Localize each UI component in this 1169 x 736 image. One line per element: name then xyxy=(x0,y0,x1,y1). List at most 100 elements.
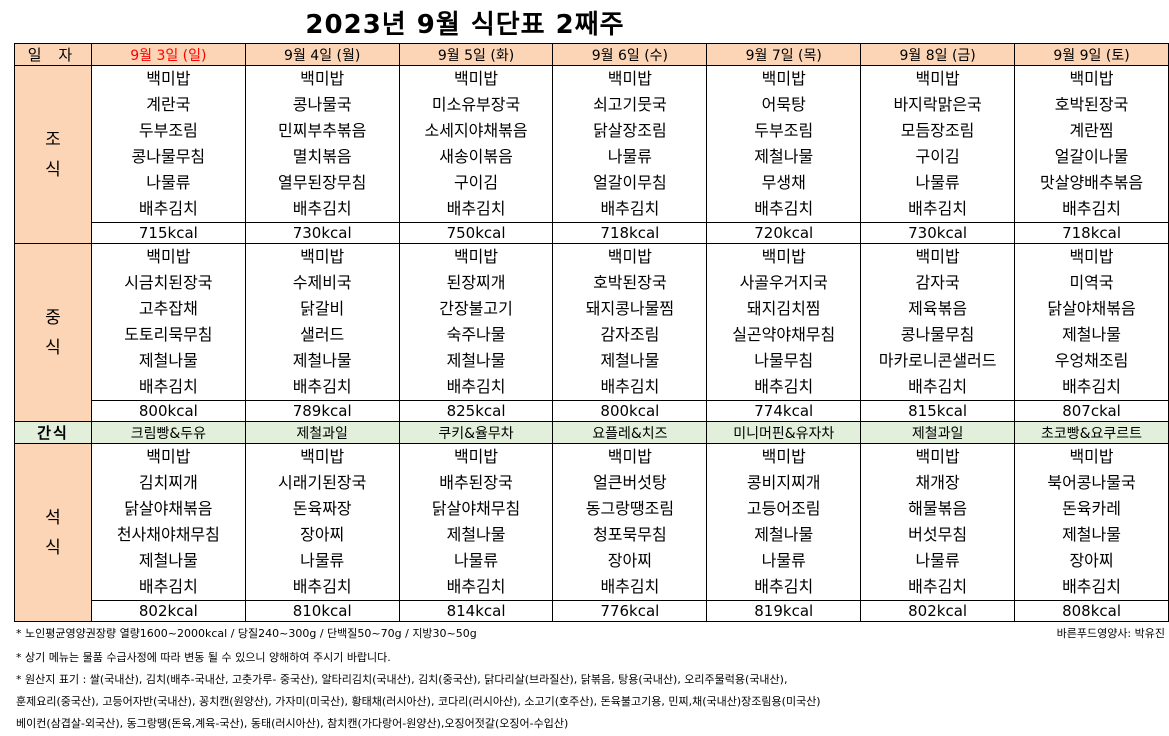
dish-item: 백미밥 xyxy=(1069,69,1114,88)
dish-item: 백미밥 xyxy=(1069,447,1114,466)
breakfast-kcal-cell: 720kcal xyxy=(706,222,862,244)
dish-item: 미역국 xyxy=(1069,273,1114,292)
dish-item: 맛살양배추볶음 xyxy=(1040,173,1144,192)
dish-item: 제철나물 xyxy=(754,525,814,544)
dish-item: 모듬장조림 xyxy=(900,121,975,140)
dinner-dishes-cell: 백미밥 얼큰버섯탕 동그랑땡조림 청포묵무침 장아찌 배추김치 xyxy=(552,443,708,601)
snack-row: 간식 크림빵&두유 제철과일 쿠키&율무차 요플레&치즈 미니머핀&유자차 제철과일 초코빵… xyxy=(14,421,1169,444)
dish-item: 배추김치 xyxy=(446,377,506,396)
dish-item: 제철나물 xyxy=(754,147,814,166)
dish-item: 배추김치 xyxy=(138,377,198,396)
dish-item: 소세지야채볶음 xyxy=(424,121,528,140)
breakfast-dishes-cell: 백미밥 미소유부장국 소세지야채볶음 새송이볶음 구이김 배추김치 xyxy=(398,65,554,223)
dish-item: 백미밥 xyxy=(761,247,806,266)
breakfast-dishes-cell: 백미밥 콩나물국 민찌부추볶음 멸치볶음 열무된장무침 배추김치 xyxy=(244,65,400,223)
dish-item: 새송이볶음 xyxy=(439,147,513,166)
dish-item: 백미밥 xyxy=(761,447,806,466)
dish-item: 무생채 xyxy=(761,173,806,192)
lunch-label: 중 식 xyxy=(14,243,92,422)
lunch-dishes-cell: 백미밥 미역국 닭살야채볶음 제철나물 우엉채조림 배추김치 xyxy=(1014,243,1169,401)
dish-item: 배추김치 xyxy=(292,199,352,218)
dish-item: 청포묵무침 xyxy=(593,525,667,544)
lunch-dishes-cell: 백미밥 시금치된장국 고추잡채 도토리묵무침 제철나물 배추김치 xyxy=(90,243,246,401)
note-line: 훈제요리(중국산), 고등어자반(국내산), 꽁치캔(원양산), 가자미(미국산… xyxy=(16,695,821,708)
dinner-kcal-cell: 776kcal xyxy=(552,600,708,622)
dish-item: 배추김치 xyxy=(1062,577,1121,596)
lunch-kcal-cell: 800kcal xyxy=(552,400,708,422)
day-header: 9월 7일 (목) xyxy=(706,43,862,66)
snack-cell: 요플레&치즈 xyxy=(552,421,708,444)
lunch-kcal-cell: 815kcal xyxy=(860,400,1016,422)
dish-item: 나물무침 xyxy=(754,351,814,370)
dish-item: 닭살야채볶음 xyxy=(1047,299,1136,318)
dish-item: 제철나물 xyxy=(292,351,352,370)
dish-item: 백미밥 xyxy=(453,247,499,266)
dish-item: 제철나물 xyxy=(1062,525,1121,544)
dish-item: 배추김치 xyxy=(908,199,968,218)
dish-item: 백미밥 xyxy=(607,69,652,88)
dish-item: 나물류 xyxy=(300,551,345,570)
dinner-dishes-row: 석 식 백미밥 김치찌개 닭살야채볶음 천사채야채무침 제철나물 배추김치 백미밥 시래기된장… xyxy=(14,443,1169,622)
day-header: 9월 8일 (금) xyxy=(860,43,1016,66)
dish-item: 백미밥 xyxy=(453,69,499,88)
dinner-dishes-cell: 백미밥 배추된장국 닭살야채무침 제철나물 나물류 배추김치 xyxy=(398,443,554,601)
dish-item: 두부조림 xyxy=(754,121,814,140)
dish-item: 돼지콩나물찜 xyxy=(585,299,675,318)
dish-item: 감자조림 xyxy=(600,325,660,344)
breakfast-label-char: 식 xyxy=(45,159,61,180)
snack-cell: 제철과일 xyxy=(244,421,400,444)
breakfast-label: 조 식 xyxy=(14,65,92,244)
breakfast-kcal-cell: 715kcal xyxy=(90,222,246,244)
dish-item: 실곤약야채무침 xyxy=(732,325,836,344)
dinner-dishes-cell: 백미밥 콩비지찌개 고등어조림 제철나물 나물류 배추김치 xyxy=(706,443,862,601)
dish-item: 쇠고기뭇국 xyxy=(593,95,667,114)
lunch-label-char: 중 xyxy=(45,307,61,328)
dish-item: 우엉채조림 xyxy=(1054,351,1129,370)
lunch-dishes-cell: 백미밥 감자국 제육볶음 콩나물무침 마카로니콘샐러드 배추김치 xyxy=(860,243,1016,401)
dish-item: 닭갈비 xyxy=(300,299,345,318)
day-header: 9월 9일 (토) xyxy=(1014,43,1169,66)
dish-item: 배추김치 xyxy=(754,199,814,218)
dish-item: 고추잡채 xyxy=(138,299,198,318)
snack-cell: 초코빵&요쿠르트 xyxy=(1014,421,1169,444)
date-header-label: 일 자 xyxy=(14,43,92,66)
dinner-dishes-cell: 백미밥 북어콩나물국 돈육카레 제철나물 장아찌 배추김치 xyxy=(1014,443,1169,601)
dish-item: 장아찌 xyxy=(1069,551,1114,570)
dish-item: 백미밥 xyxy=(915,247,960,266)
breakfast-dishes-cell: 백미밥 계란국 두부조림 콩나물무침 나물류 배추김치 xyxy=(90,65,246,223)
dish-item: 백미밥 xyxy=(300,447,345,466)
dish-item: 숙주나물 xyxy=(446,325,506,344)
dish-item: 닭살장조림 xyxy=(593,121,667,140)
dish-item: 김치찌개 xyxy=(138,473,198,492)
dish-item: 열무된장무침 xyxy=(278,173,367,192)
dish-item: 제철나물 xyxy=(138,551,198,570)
dish-item: 백미밥 xyxy=(915,447,960,466)
day-header: 9월 6일 (수) xyxy=(552,43,708,66)
dish-item: 배추김치 xyxy=(600,377,660,396)
dish-item: 배추김치 xyxy=(908,377,968,396)
day-header: 9월 3일 (일) xyxy=(90,43,246,66)
dish-item: 백미밥 xyxy=(607,447,652,466)
lunch-dishes-cell: 백미밥 사골우거지국 돼지김치찜 실곤약야채무침 나물무침 배추김치 xyxy=(706,243,862,401)
note-line: * 원산지 표기 : 쌀(국내산), 김치(배추-국내산, 고춧가루- 중국산)… xyxy=(16,673,788,686)
dish-item: 어묵탕 xyxy=(761,95,806,114)
dish-item: 나물류 xyxy=(915,173,960,192)
dish-item: 배추김치 xyxy=(446,577,506,596)
dinner-kcal-cell: 819kcal xyxy=(706,600,862,622)
dish-item: 닭살야채볶음 xyxy=(124,499,213,518)
dish-item: 배추김치 xyxy=(138,199,198,218)
lunch-kcal-cell: 800kcal xyxy=(90,400,246,422)
snack-cell: 제철과일 xyxy=(860,421,1016,444)
dish-item: 배추김치 xyxy=(600,577,660,596)
dish-item: 고등어조림 xyxy=(746,499,821,518)
date-header-row: 일 자 9월 3일 (일) 9월 4일 (월) 9월 5일 (화) 9월 6일 … xyxy=(14,43,1169,66)
dish-item: 나물류 xyxy=(761,551,806,570)
dish-item: 백미밥 xyxy=(300,69,345,88)
breakfast-dishes-cell: 백미밥 호박된장국 계란찜 얼갈이나물 맛살양배추볶음 배추김치 xyxy=(1014,65,1169,223)
dinner-kcal-cell: 814kcal xyxy=(398,600,554,622)
breakfast-kcal-cell: 730kcal xyxy=(860,222,1016,244)
dish-item: 백미밥 xyxy=(146,69,191,88)
dish-item: 감자국 xyxy=(915,273,960,292)
dinner-kcal-cell: 802kcal xyxy=(90,600,246,622)
dish-item: 백미밥 xyxy=(453,447,499,466)
